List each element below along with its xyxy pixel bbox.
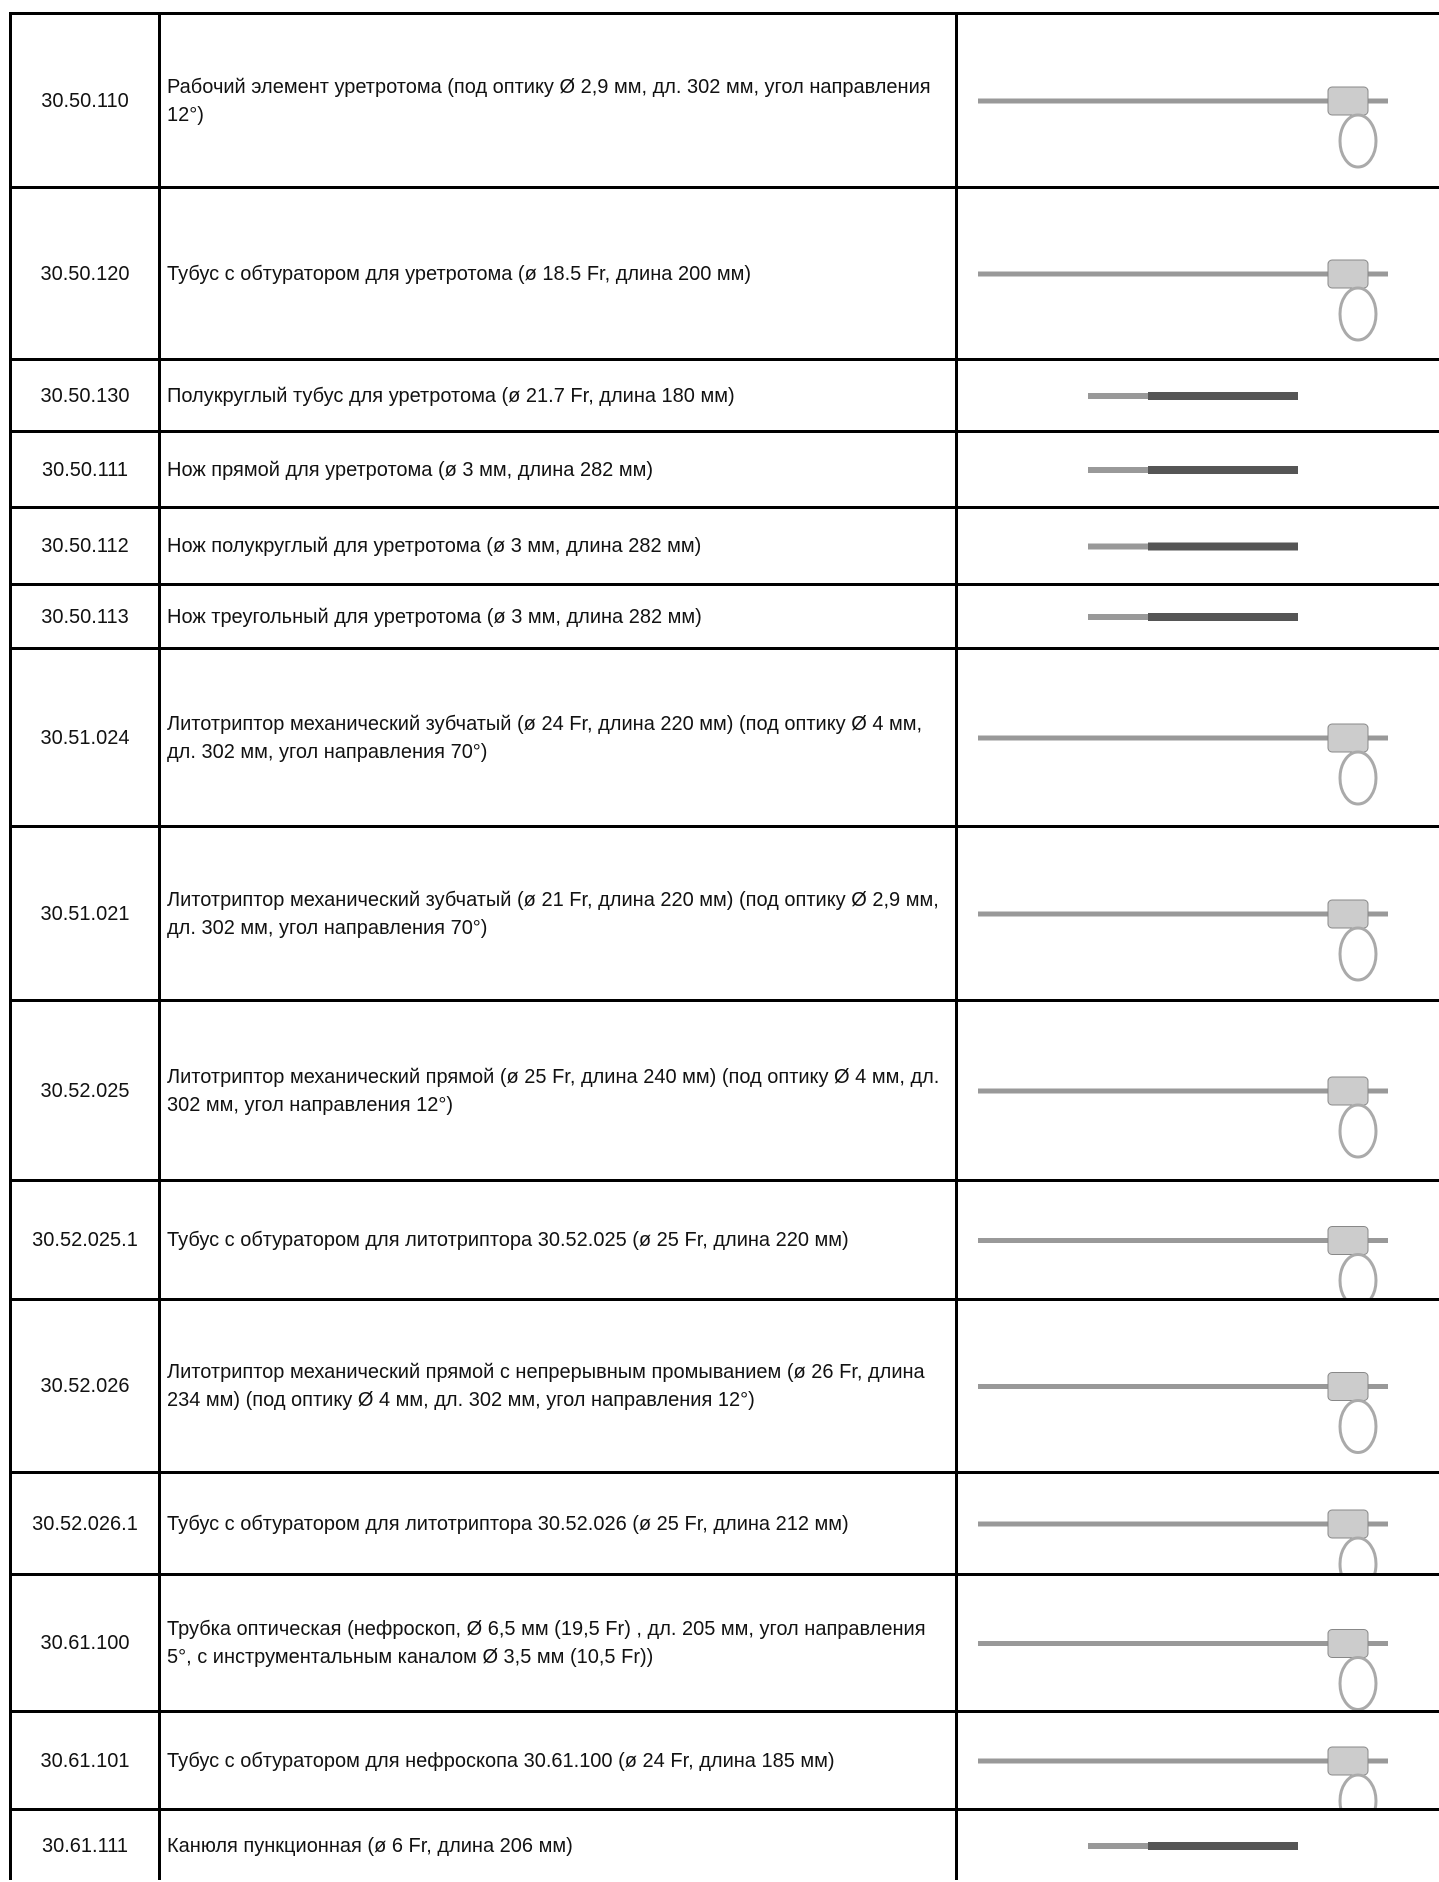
product-description: Нож полукруглый для уретротома (ø 3 мм, … <box>161 509 958 583</box>
product-description: Полукруглый тубус для уретротома (ø 21.7… <box>161 361 958 430</box>
table-row: 30.52.026.1 Тубус с обтуратором для литот… <box>9 1471 1439 1575</box>
product-image <box>958 1713 1439 1810</box>
product-description: Нож треугольный для уретротома (ø 3 мм, … <box>161 586 958 647</box>
product-code: 30.51.021 <box>9 828 161 999</box>
product-image <box>958 586 1439 647</box>
product-image <box>958 1474 1439 1575</box>
product-code: 30.52.025 <box>9 1002 161 1179</box>
table-row: 30.61.111 Канюля пункционная (ø 6 Fr, дли… <box>9 1808 1439 1880</box>
instrument-drawing <box>978 1746 1388 1810</box>
table-row: 30.52.025 Литотриптор механический прямой… <box>9 999 1439 1179</box>
table-row: 30.61.101 Тубус с обтуратором для нефроск… <box>9 1710 1439 1810</box>
product-image <box>958 1182 1439 1300</box>
product-code: 30.52.025.1 <box>9 1182 161 1298</box>
product-description: Литотриптор механический прямой (ø 25 Fr… <box>161 1002 958 1179</box>
product-code: 30.52.026.1 <box>9 1474 161 1573</box>
instrument-drawing <box>978 259 1388 341</box>
instrument-drawing <box>978 1628 1388 1711</box>
instrument-drawing <box>978 1076 1388 1158</box>
product-code: 30.52.026 <box>9 1301 161 1471</box>
instrument-drawing <box>978 1371 1388 1454</box>
product-description: Литотриптор механический зубчатый (ø 21 … <box>161 828 958 999</box>
product-description: Тубус с обтуратором для литотриптора 30.… <box>161 1182 958 1298</box>
instrument-drawing <box>978 899 1388 981</box>
product-code: 30.61.100 <box>9 1576 161 1710</box>
table-row: 30.50.110 Рабочий элемент уретротома (под… <box>9 12 1439 186</box>
instrument-drawing <box>1088 391 1298 400</box>
instrument-drawing <box>1088 542 1298 550</box>
product-image <box>958 509 1439 583</box>
table-row: 30.50.113 Нож треугольный для уретротома … <box>9 583 1439 647</box>
product-image <box>958 1002 1439 1179</box>
table-row: 30.52.025.1 Тубус с обтуратором для литот… <box>9 1179 1439 1300</box>
product-code: 30.50.110 <box>9 15 161 186</box>
product-image <box>958 1301 1439 1471</box>
product-image <box>958 650 1439 825</box>
product-description: Литотриптор механический зубчатый (ø 24 … <box>161 650 958 825</box>
product-description: Канюля пункционная (ø 6 Fr, длина 206 мм… <box>161 1811 958 1880</box>
product-description: Тубус с обтуратором для литотриптора 30.… <box>161 1474 958 1573</box>
table-row: 30.50.120 Тубус с обтуратором для уретрот… <box>9 186 1439 358</box>
product-description: Тубус с обтуратором для уретротома (ø 18… <box>161 189 958 358</box>
instrument-drawing <box>978 86 1388 168</box>
instrument-drawing <box>978 1225 1388 1300</box>
table-row: 30.51.021 Литотриптор механический зубчат… <box>9 825 1439 999</box>
product-code: 30.50.112 <box>9 509 161 583</box>
product-image <box>958 15 1439 186</box>
instrument-drawing <box>1088 465 1298 474</box>
product-code: 30.61.111 <box>9 1811 161 1880</box>
instrument-drawing <box>1088 1841 1298 1850</box>
table-row: 30.61.100 Трубка оптическая (нефроскоп, Ø… <box>9 1573 1439 1711</box>
table-row: 30.52.026 Литотриптор механический прямой… <box>9 1298 1439 1471</box>
table-row: 30.50.112 Нож полукруглый для уретротома … <box>9 506 1439 583</box>
product-code: 30.61.101 <box>9 1713 161 1808</box>
product-description: Литотриптор механический прямой с непрер… <box>161 1301 958 1471</box>
table-row: 30.50.130 Полукруглый тубус для уретротом… <box>9 358 1439 430</box>
product-code: 30.50.130 <box>9 361 161 430</box>
product-code: 30.50.111 <box>9 433 161 506</box>
table-row: 30.51.024 Литотриптор механический зубчат… <box>9 647 1439 825</box>
product-description: Рабочий элемент уретротома (под оптику Ø… <box>161 15 958 186</box>
instrument-drawing <box>1088 612 1298 621</box>
product-image <box>958 828 1439 999</box>
product-image <box>958 433 1439 506</box>
product-description: Трубка оптическая (нефроскоп, Ø 6,5 мм (… <box>161 1576 958 1710</box>
product-image <box>958 189 1439 358</box>
instrument-drawing <box>978 1509 1388 1575</box>
product-description: Нож прямой для уретротома (ø 3 мм, длина… <box>161 433 958 506</box>
product-image <box>958 1576 1439 1711</box>
table-row: 30.50.111 Нож прямой для уретротома (ø 3 … <box>9 430 1439 506</box>
instrument-drawing <box>978 723 1388 805</box>
product-code: 30.50.120 <box>9 189 161 358</box>
product-code: 30.50.113 <box>9 586 161 647</box>
product-description: Тубус с обтуратором для нефроскопа 30.61… <box>161 1713 958 1808</box>
product-image <box>958 1811 1439 1880</box>
product-image <box>958 361 1439 430</box>
product-code: 30.51.024 <box>9 650 161 825</box>
